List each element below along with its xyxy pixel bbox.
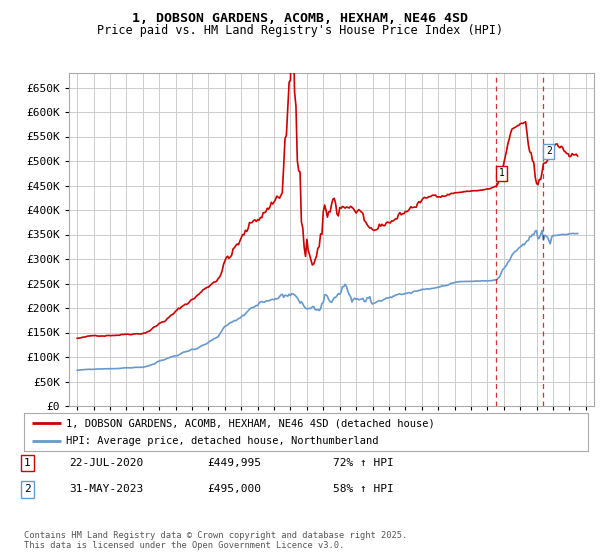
Text: £495,000: £495,000 xyxy=(207,484,261,494)
Text: 58% ↑ HPI: 58% ↑ HPI xyxy=(333,484,394,494)
Text: Price paid vs. HM Land Registry's House Price Index (HPI): Price paid vs. HM Land Registry's House … xyxy=(97,24,503,37)
Text: 72% ↑ HPI: 72% ↑ HPI xyxy=(333,458,394,468)
Text: HPI: Average price, detached house, Northumberland: HPI: Average price, detached house, Nort… xyxy=(66,436,379,446)
Text: 22-JUL-2020: 22-JUL-2020 xyxy=(69,458,143,468)
Text: Contains HM Land Registry data © Crown copyright and database right 2025.
This d: Contains HM Land Registry data © Crown c… xyxy=(24,531,407,550)
Text: 1: 1 xyxy=(499,168,505,178)
Text: 2: 2 xyxy=(546,146,552,156)
Text: 31-MAY-2023: 31-MAY-2023 xyxy=(69,484,143,494)
Text: 1, DOBSON GARDENS, ACOMB, HEXHAM, NE46 4SD (detached house): 1, DOBSON GARDENS, ACOMB, HEXHAM, NE46 4… xyxy=(66,418,435,428)
Text: 1, DOBSON GARDENS, ACOMB, HEXHAM, NE46 4SD: 1, DOBSON GARDENS, ACOMB, HEXHAM, NE46 4… xyxy=(132,12,468,25)
Text: 1: 1 xyxy=(24,458,31,468)
Text: £449,995: £449,995 xyxy=(207,458,261,468)
Text: 2: 2 xyxy=(24,484,31,494)
